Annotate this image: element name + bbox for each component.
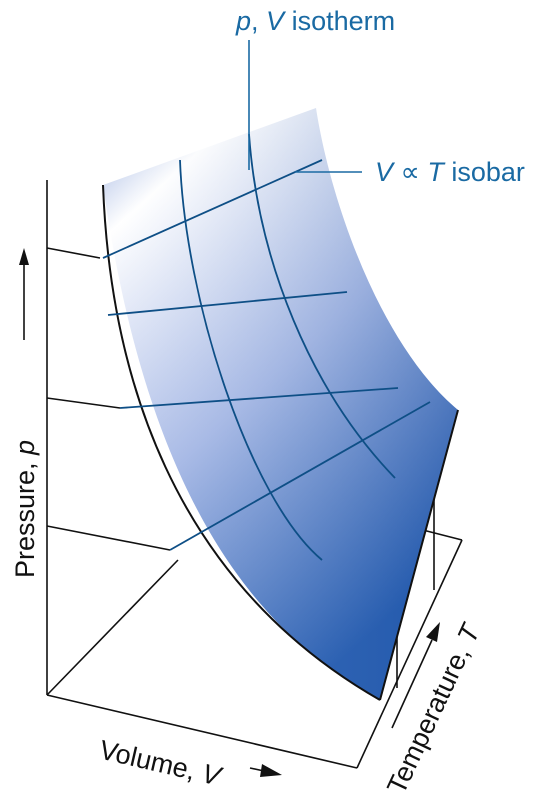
- isobar-line-mid-lower: [119, 387, 399, 409]
- axis-frame: [46, 180, 463, 769]
- projection-line-2: [46, 397, 121, 409]
- projection-line-3: [46, 525, 171, 551]
- projection-line-1: [46, 247, 101, 259]
- isobar-line-top: [102, 159, 323, 259]
- pressure-arrow: [19, 248, 29, 340]
- volume-axis-line: [46, 694, 358, 769]
- volume-arrow: [249, 764, 282, 777]
- isotherm-line-1: [179, 159, 323, 561]
- isobar-line-bottom: [169, 401, 431, 551]
- back-edge-line: [46, 559, 179, 696]
- pressure-axis-label: Pressure, p: [10, 440, 40, 578]
- isobar-label: V ∝ T isobar: [375, 157, 525, 187]
- volume-axis-label: Volume, V: [97, 735, 227, 793]
- temperature-arrow: [391, 622, 440, 729]
- surface-side-edge: [379, 409, 459, 701]
- floor-edge-line: [356, 539, 463, 769]
- pvt-surface: [102, 108, 459, 701]
- isobar-line-mid-upper: [107, 291, 348, 316]
- isotherm-label: p, V isotherm: [235, 6, 395, 36]
- surface-front-edge: [102, 184, 381, 701]
